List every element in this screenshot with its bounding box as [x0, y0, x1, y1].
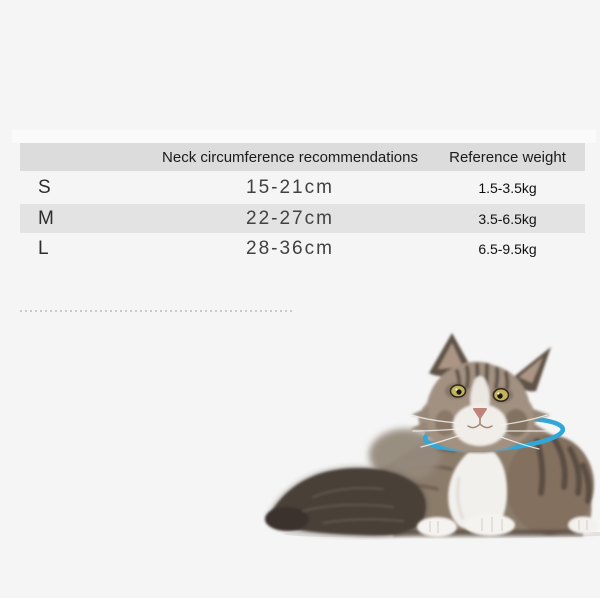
cat-eyes: [449, 384, 510, 402]
cat-photo: [265, 333, 600, 539]
weight-range: 1.5-3.5kg: [478, 179, 537, 196]
weight-range: 6.5-9.5kg: [478, 240, 537, 257]
cat-paws: [417, 514, 598, 537]
cat-tail: [265, 468, 426, 536]
size-label: S: [38, 176, 51, 198]
header-neck-label: Neck circumference recommendations: [162, 148, 418, 166]
cat-chest: [448, 445, 507, 531]
cat-whiskers: [410, 414, 548, 450]
table-row-s: S 15-21cm 1.5-3.5kg: [20, 171, 585, 204]
table-row-m: M 22-27cm 3.5-6.5kg: [20, 204, 585, 233]
weight-range: 3.5-6.5kg: [478, 210, 537, 227]
size-label: M: [38, 207, 54, 229]
cat-illustration: [253, 327, 600, 540]
cat-head: [410, 333, 551, 453]
table-top-strip: [12, 130, 596, 143]
header-weight-label: Reference weight: [449, 148, 566, 166]
neck-range: 28-36cm: [246, 237, 334, 259]
size-table-header-row: Neck circumference recommendations Refer…: [20, 143, 585, 171]
neck-range: 22-27cm: [246, 207, 334, 229]
cat-nose: [473, 408, 487, 419]
size-label: L: [38, 237, 49, 259]
neck-range: 15-21cm: [246, 176, 334, 198]
dashed-divider: [20, 310, 293, 312]
table-row-l: L 28-36cm 6.5-9.5kg: [20, 233, 585, 264]
